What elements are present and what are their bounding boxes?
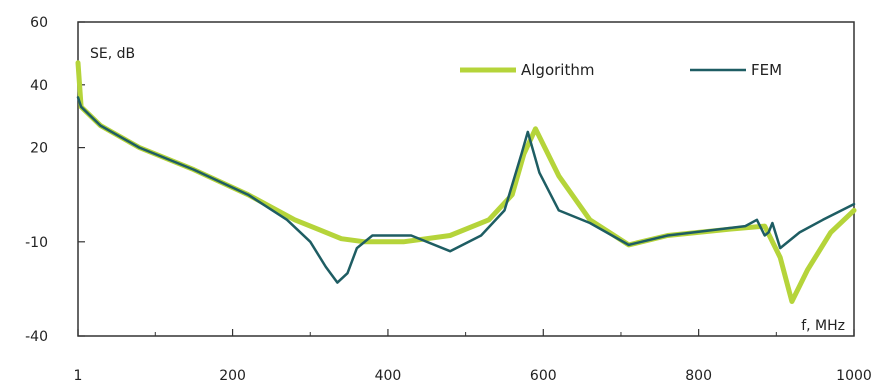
x-tick-label: 200 <box>219 368 246 384</box>
legend-label-fem: FEM <box>751 61 782 79</box>
y-axis-label: SE, dB <box>90 46 135 62</box>
x-tick-label: 800 <box>685 368 712 384</box>
axis-ticks: 1 200 400 600 800 1000 60 40 20 -10 -40 <box>25 15 872 384</box>
x-tick-label: 1 <box>74 368 83 384</box>
series-line-fem <box>76 96 856 284</box>
x-tick-label: 1000 <box>836 368 872 384</box>
series-lines <box>75 60 857 304</box>
x-tick-label: 400 <box>375 368 402 384</box>
plot-area <box>77 21 855 337</box>
y-tick-label: 40 <box>30 78 48 94</box>
y-tick-label: -40 <box>25 329 48 345</box>
x-tick-label: 600 <box>530 368 557 384</box>
y-tick-label: 60 <box>30 15 48 31</box>
legend: Algorithm FEM <box>460 61 782 79</box>
y-tick-label: 20 <box>30 141 48 157</box>
legend-label-algorithm: Algorithm <box>521 61 594 79</box>
y-tick-label: -10 <box>25 235 48 251</box>
x-axis-label: f, MHz <box>801 318 845 334</box>
